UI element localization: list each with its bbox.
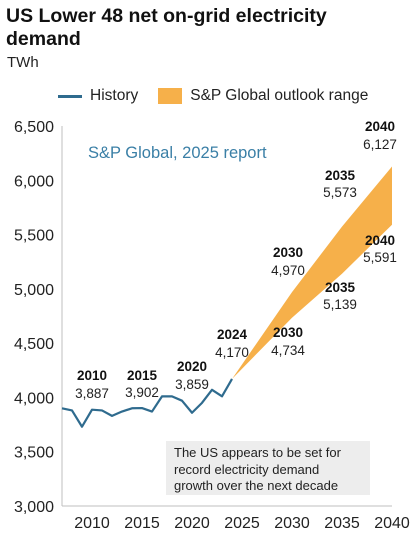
annotation-value: 4,734: [271, 343, 305, 358]
annotation-year: 2030: [273, 325, 303, 340]
x-tick-label: 2030: [274, 515, 310, 532]
annotation-value: 3,902: [125, 385, 159, 400]
source-label: S&P Global, 2025 report: [88, 144, 267, 162]
legend-swatch-outlook: [158, 88, 183, 104]
note-line-1: The US appears to be set for: [174, 445, 341, 460]
note-line-2: record electricity demand: [174, 461, 320, 477]
x-tick-label: 2025: [224, 515, 260, 532]
annotation-year: 2035: [325, 168, 356, 183]
annotation-year: 2010: [77, 368, 107, 383]
x-tick-label: 2035: [324, 515, 360, 532]
annotation-value: 5,573: [323, 185, 357, 200]
legend-label-history: History: [90, 87, 139, 104]
y-axis-unit-label: TWh: [7, 54, 39, 71]
y-tick-label: 6,000: [14, 173, 54, 190]
annotation-value: 4,970: [271, 263, 305, 278]
annotation-year: 2030: [273, 245, 303, 260]
y-tick-label: 6,500: [14, 119, 54, 136]
note-box: The US appears to be set for record elec…: [166, 441, 370, 495]
y-tick-label: 3,000: [14, 499, 54, 516]
annotation-year: 2035: [325, 280, 356, 295]
chart-title: US Lower 48 net on-grid electricity dema…: [6, 5, 327, 50]
history-line: [61, 378, 233, 428]
annotation-year: 2024: [217, 327, 248, 342]
x-tick-label: 2040: [374, 515, 410, 532]
y-tick-label: 3,500: [14, 445, 54, 462]
annotation-value: 5,591: [363, 250, 397, 265]
legend-swatch-history: [58, 94, 82, 98]
y-tick-label: 5,000: [14, 282, 54, 299]
annotation-value: 3,887: [75, 386, 109, 401]
legend: History S&P Global outlook range: [58, 86, 368, 106]
annotation-year: 2040: [365, 119, 395, 134]
annotation-value: 3,859: [175, 377, 209, 392]
annotation-year: 2020: [177, 359, 207, 374]
note-line-3: growth over the next decade: [174, 478, 339, 493]
y-tick-label: 5,500: [14, 228, 54, 245]
annotation-value: 5,139: [323, 297, 357, 312]
y-tick-label: 4,000: [14, 390, 54, 407]
x-tick-label: 2015: [124, 515, 160, 532]
outlook-range-area: [232, 166, 392, 379]
annotation-value: 4,170: [215, 345, 249, 360]
annotation-year: 2015: [127, 368, 158, 383]
annotation-year: 2040: [365, 233, 395, 248]
annotation-value: 6,127: [363, 137, 397, 152]
x-tick-label: 2020: [174, 515, 210, 532]
x-tick-label: 2010: [74, 515, 110, 532]
y-tick-label: 4,500: [14, 336, 54, 353]
legend-label-outlook: S&P Global outlook range: [190, 87, 369, 104]
